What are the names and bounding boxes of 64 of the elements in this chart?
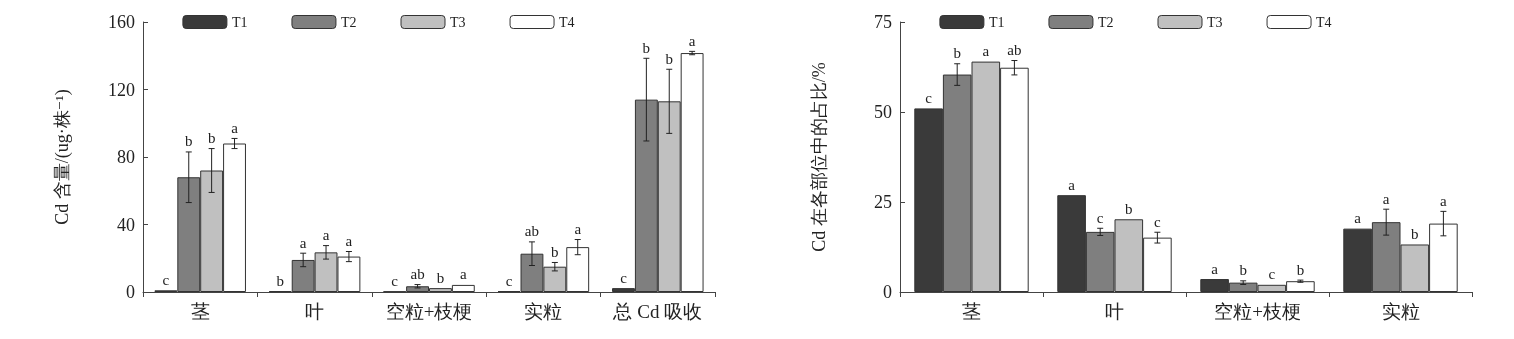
data-label: b	[276, 272, 285, 289]
legend-label: T4	[559, 14, 575, 30]
y-tick-label: 50	[874, 102, 892, 122]
data-label: c	[620, 269, 628, 286]
x-tick-label: 茎	[962, 301, 981, 322]
data-label: ab	[410, 266, 425, 283]
y-tick-label: 160	[108, 12, 135, 32]
data-label: ab	[1007, 42, 1022, 59]
data-label: b	[1125, 200, 1133, 217]
data-label: a	[345, 233, 353, 249]
data-label: a	[688, 32, 696, 49]
data-label: b	[1411, 225, 1419, 242]
y-axis-title: Cd 含量/(ug·株⁻¹)	[52, 89, 73, 225]
data-label: a	[459, 266, 467, 283]
x-tick-label: 总 Cd 吸收	[612, 301, 703, 322]
data-label: c	[391, 272, 399, 289]
data-label: a	[231, 119, 239, 136]
y-tick-label: 0	[126, 282, 135, 302]
data-label: b	[207, 130, 216, 147]
y-tick-label: 40	[117, 214, 135, 235]
data-label: b	[642, 39, 651, 56]
data-label: b	[185, 133, 193, 150]
data-label: a	[1211, 260, 1219, 277]
y-tick-label: 75	[874, 12, 892, 32]
x-tick-label: 叶	[1105, 301, 1124, 322]
data-label: c	[505, 272, 513, 289]
x-tick-label: 实粒	[1381, 301, 1420, 322]
data-label: a	[322, 227, 330, 244]
data-label: c	[1268, 266, 1276, 283]
data-label: b	[665, 50, 673, 67]
data-label: a	[299, 234, 307, 251]
data-label: c	[1096, 209, 1104, 226]
y-axis-title: Cd 在各部位中的占比/%	[809, 62, 829, 252]
data-label: c	[162, 271, 170, 288]
y-tick-label: 120	[108, 79, 135, 100]
x-tick-label: 实粒	[524, 301, 563, 322]
x-tick-label: 叶	[305, 301, 325, 322]
legend-label: T2	[1097, 14, 1114, 30]
data-label: a	[1354, 210, 1362, 227]
legend-label: T4	[1316, 14, 1332, 30]
y-tick-label: 25	[874, 192, 892, 212]
data-label: b	[953, 45, 961, 62]
data-label: a	[574, 221, 582, 238]
data-label: b	[551, 243, 559, 260]
legend-label: T1	[988, 14, 1005, 30]
data-label: c	[925, 89, 933, 106]
legend-label: T1	[231, 14, 248, 30]
data-label: a	[1440, 192, 1448, 209]
legend-label: T2	[340, 14, 357, 30]
y-tick-label: 0	[883, 282, 892, 302]
x-tick-label: 空粒+枝梗	[1214, 301, 1301, 322]
data-label: a	[1382, 190, 1390, 207]
y-tick-label: 80	[117, 147, 135, 167]
data-label: b	[1296, 261, 1305, 278]
legend-label: T3	[450, 14, 466, 30]
data-label: a	[1068, 176, 1076, 193]
data-label: a	[982, 43, 990, 60]
x-tick-label: 茎	[190, 301, 210, 322]
data-label: b	[436, 269, 445, 286]
x-tick-label: 空粒+枝梗	[385, 301, 473, 322]
data-label: ab	[524, 223, 540, 240]
data-label: c	[1154, 213, 1162, 230]
data-label: b	[1239, 262, 1247, 279]
legend-label: T3	[1207, 14, 1223, 30]
